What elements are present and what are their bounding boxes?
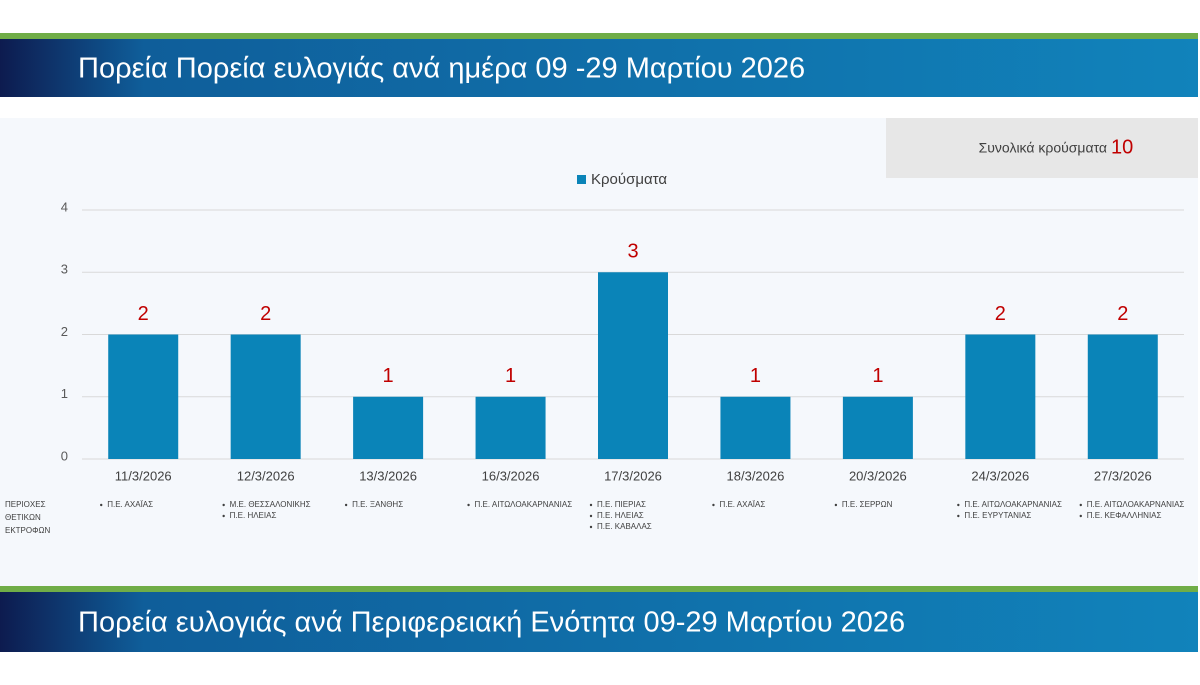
region-label: Π.Ε. ΚΕΦΑΛΛΗΝΙΑΣ xyxy=(1087,511,1162,520)
bullet xyxy=(957,514,960,518)
bullet xyxy=(100,503,103,507)
x-tick-label: 12/3/2026 xyxy=(237,468,295,483)
bar xyxy=(598,272,668,459)
region-label: Π.Ε. ΗΛΕΙΑΣ xyxy=(597,511,644,520)
banner-accent xyxy=(0,586,1198,592)
data-label: 1 xyxy=(872,365,883,387)
y-tick-label: 2 xyxy=(61,324,68,339)
bar xyxy=(720,396,791,459)
bullet xyxy=(589,514,593,518)
data-label: 3 xyxy=(627,241,638,263)
bullet xyxy=(957,503,960,507)
data-label: 1 xyxy=(750,365,761,387)
x-tick-label: 11/3/2026 xyxy=(115,468,172,483)
bullet xyxy=(589,525,593,529)
x-tick-label: 27/3/2026 xyxy=(1094,468,1152,483)
x-tick-label: 24/3/2026 xyxy=(971,468,1029,483)
data-label: 2 xyxy=(138,303,149,325)
bullet xyxy=(712,503,715,507)
bullet xyxy=(1079,514,1082,518)
bar xyxy=(965,334,1036,459)
x-tick-label: 18/3/2026 xyxy=(727,468,785,483)
banner xyxy=(0,592,1198,652)
legend-swatch xyxy=(577,175,586,184)
region-label: Π.Ε. ΣΕΡΡΩΝ xyxy=(842,500,893,509)
region-label: Π.Ε. ΕΥΡΥΤΑΝΙΑΣ xyxy=(964,511,1031,520)
bar xyxy=(108,334,179,459)
region-label: Π.Ε. ΚΑΒΑΛΑΣ xyxy=(597,522,652,531)
total-value: 10 xyxy=(1111,136,1133,158)
banner-accent xyxy=(0,33,1198,39)
y-tick-label: 3 xyxy=(61,262,68,277)
regions-heading: ΘΕΤΙΚΩΝ xyxy=(5,513,41,522)
region-label: Π.Ε. ΑΙΤΩΛΟΑΚΑΡΝΑΝΙΑΣ xyxy=(475,500,573,509)
total-label: Συνολικά κρούσματα xyxy=(979,140,1107,156)
region-label: Π.Ε. ΑΧΑΪΑΣ xyxy=(107,500,153,509)
bullet xyxy=(222,503,225,507)
banner-title: Πορεία ευλογιάς ανά Περιφερειακή Ενότητα… xyxy=(78,607,905,639)
data-label: 1 xyxy=(505,365,516,387)
region-label: Π.Ε. ΞΑΝΘΗΣ xyxy=(352,500,403,509)
x-tick-label: 17/3/2026 xyxy=(604,468,662,483)
x-tick-label: 20/3/2026 xyxy=(849,468,907,483)
y-tick-label: 0 xyxy=(61,448,68,463)
region-label: Π.Ε. ΑΙΤΩΛΟΑΚΑΡΝΑΝΙΑΣ xyxy=(964,500,1062,509)
bullet xyxy=(589,503,593,507)
bullet xyxy=(344,503,348,507)
bar xyxy=(842,396,913,459)
bullet xyxy=(1079,503,1082,507)
data-label: 2 xyxy=(995,303,1006,325)
regions-heading: ΕΚΤΡΟΦΩΝ xyxy=(5,526,50,535)
bullet xyxy=(467,503,470,507)
region-label: Π.Ε. ΑΧΑΪΑΣ xyxy=(719,500,765,509)
region-label: Π.Ε. ΠΙΕΡΙΑΣ xyxy=(597,500,646,509)
y-tick-label: 4 xyxy=(61,199,68,214)
region-label: Π.Ε. ΗΛΕΙΑΣ xyxy=(230,511,277,520)
data-label: 2 xyxy=(1117,303,1128,325)
region-label: Π.Ε. ΑΙΤΩΛΟΑΚΑΡΝΑΝΙΑΣ xyxy=(1087,500,1185,509)
chart: 0 1 2 3 4 Κρούσματα 11/3/2026 2 Π.Ε. ΑΧΑΪΑΣ 12/3/… xyxy=(5,171,1184,535)
legend-label: Κρούσματα xyxy=(591,171,667,188)
x-tick-label: 16/3/2026 xyxy=(482,468,540,483)
region-label: Μ.Ε. ΘΕΣΣΑΛΟΝΙΚΗΣ xyxy=(230,500,311,509)
bar xyxy=(1087,334,1158,459)
banner-title: Πορεία Πορεία ευλογιάς ανά ημέρα 09 -29 … xyxy=(78,53,805,85)
x-tick-label: 13/3/2026 xyxy=(359,468,417,483)
bar xyxy=(475,396,546,459)
bullet xyxy=(222,514,225,518)
bar xyxy=(230,334,301,459)
y-tick-label: 1 xyxy=(61,386,68,401)
banner xyxy=(0,39,1198,97)
total-box xyxy=(886,118,1198,178)
regions-heading: ΠΕΡΙΟΧΕΣ xyxy=(5,500,46,509)
data-label: 1 xyxy=(383,365,394,387)
bullet xyxy=(834,503,838,507)
data-label: 2 xyxy=(260,303,271,325)
bar xyxy=(353,396,424,459)
